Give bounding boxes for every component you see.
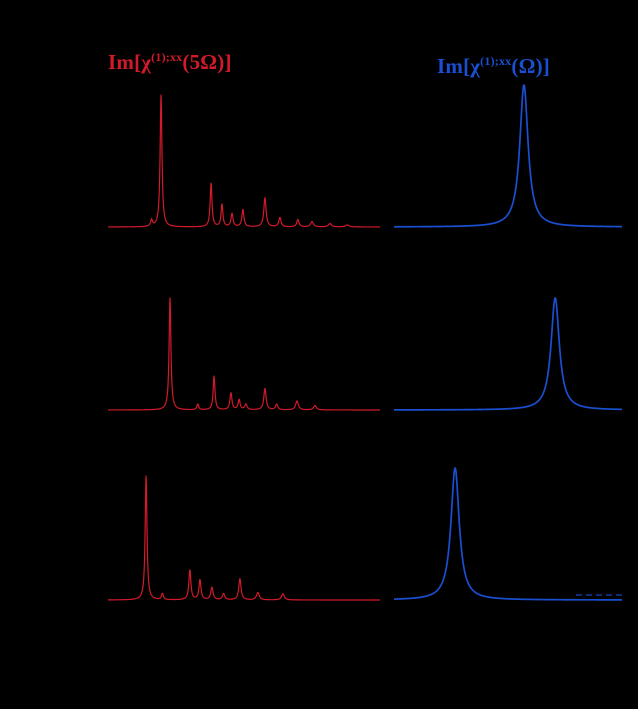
spectrum-red-row3: [107, 475, 381, 601]
right-title-superscript: (1);xx: [480, 54, 512, 68]
spectrum-red-row2: [107, 297, 381, 411]
spectrum-blue-row3: [393, 467, 623, 601]
right-title-base: Im[χ: [437, 54, 481, 78]
row3-dashed-tail: [576, 594, 622, 596]
left-title-base: Im[χ: [108, 50, 152, 74]
spectrum-red-row1: [107, 94, 381, 228]
right-column-title: Im[χ(1);xx(Ω)]: [437, 54, 550, 79]
left-title-superscript: (1);xx: [151, 50, 183, 64]
spectrum-blue-row1: [393, 84, 623, 228]
right-title-argument: (Ω)]: [511, 54, 550, 78]
spectrum-blue-row2: [393, 297, 623, 411]
left-column-title: Im[χ(1);xx(5Ω)]: [108, 50, 232, 75]
left-title-argument: (5Ω)]: [182, 50, 232, 74]
